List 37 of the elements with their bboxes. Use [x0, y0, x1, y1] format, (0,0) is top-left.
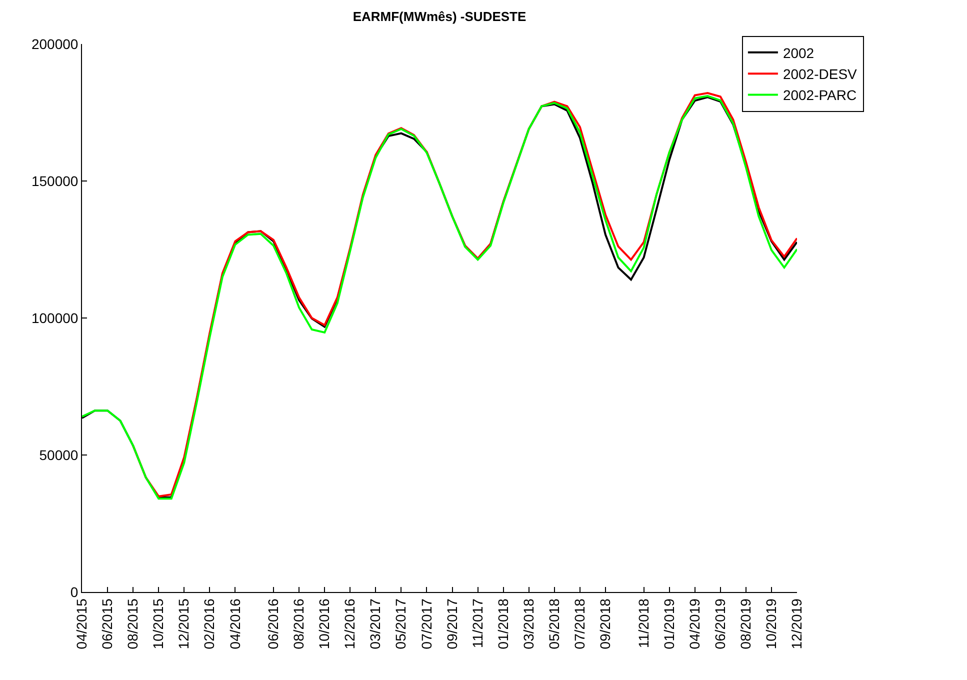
- x-tick-label: 04/2016: [226, 598, 243, 650]
- x-tick-label: 09/2018: [597, 598, 614, 650]
- x-tick-label: 10/2015: [150, 598, 166, 650]
- x-tick-label: 06/2019: [712, 598, 728, 650]
- chart-title: EARMF(MWmês) -SUDESTE: [352, 9, 526, 24]
- y-tick-label: 150000: [31, 172, 78, 189]
- x-tick-label: 11/2018: [635, 598, 652, 648]
- x-tick-label: 10/2016: [316, 598, 332, 650]
- x-tick-label: 09/2017: [444, 598, 460, 650]
- x-tick-label: 07/2017: [418, 598, 434, 650]
- x-tick-label: 12/2015: [176, 598, 192, 650]
- x-tick-label: 12/2019: [788, 598, 805, 650]
- x-tick-label: 01/2018: [494, 598, 511, 650]
- legend-label: 2002-PARC: [782, 87, 857, 104]
- y-tick-label: 50000: [39, 446, 78, 463]
- x-tick-label: 08/2016: [290, 598, 307, 650]
- y-tick-label: 200000: [31, 36, 78, 52]
- y-tick-label: 0: [70, 584, 78, 600]
- x-tick-label: 05/2018: [546, 598, 562, 650]
- legend-label: 2002-DESV: [782, 66, 858, 82]
- x-tick-label: 08/2019: [737, 598, 754, 650]
- x-tick-label: 12/2016: [342, 598, 358, 650]
- x-tick-label: 11/2017: [469, 598, 486, 648]
- x-tick-label: 04/2015: [74, 598, 90, 650]
- x-tick-label: 01/2019: [660, 598, 677, 650]
- x-tick-label: 02/2016: [201, 598, 218, 650]
- y-tick-label: 100000: [31, 310, 78, 326]
- x-tick-label: 10/2019: [763, 598, 780, 650]
- x-tick-label: 03/2018: [520, 598, 536, 650]
- x-tick-label: 06/2015: [99, 598, 116, 650]
- x-tick-label: 03/2017: [367, 598, 384, 650]
- x-tick-label: 07/2018: [572, 598, 588, 650]
- x-tick-label: 05/2017: [392, 598, 409, 650]
- legend-label: 2002: [782, 44, 814, 61]
- x-tick-label: 04/2019: [686, 598, 702, 650]
- x-tick-label: 08/2015: [124, 598, 141, 650]
- x-tick-label: 06/2016: [265, 598, 282, 650]
